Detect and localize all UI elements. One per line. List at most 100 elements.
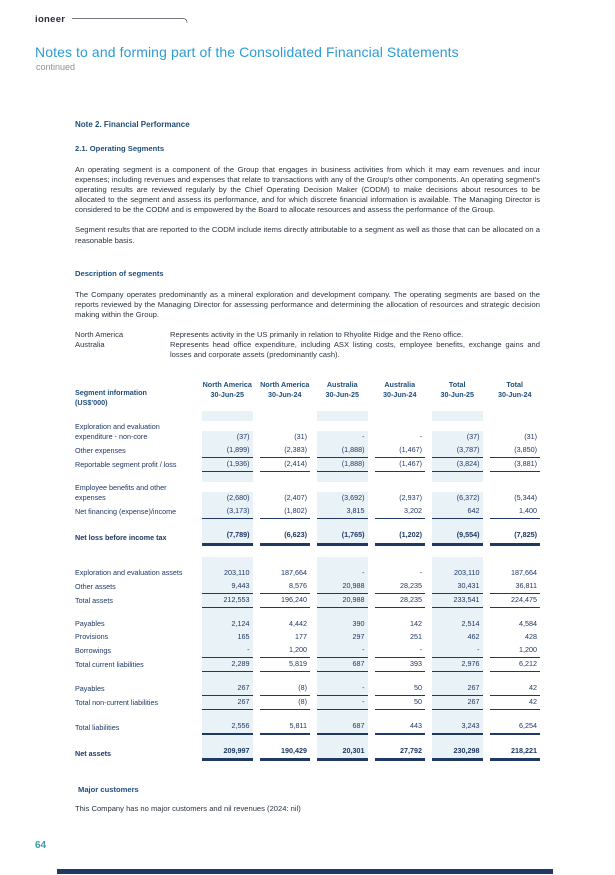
row-value: (31) — [524, 432, 537, 442]
row-value: 190,429 — [259, 745, 310, 762]
row-value — [317, 519, 368, 530]
row-label: Net loss before income tax — [75, 533, 167, 543]
page-title: Notes to and forming part of the Consoli… — [35, 44, 459, 60]
row-value: 267 — [432, 682, 483, 697]
row-value: - — [317, 431, 368, 445]
row-value — [317, 410, 368, 421]
row-value: (2,680) — [202, 492, 253, 506]
row-value: (2,937) — [399, 493, 422, 503]
row-label: Total current liabilities — [75, 660, 144, 670]
row-value: (6,372) — [432, 492, 483, 506]
row-value: 218,221 — [489, 745, 540, 762]
row-label: Total liabilities — [75, 723, 120, 733]
row-value: (9,554) — [432, 529, 483, 546]
header: ioneer — [35, 14, 189, 25]
row-value — [260, 710, 311, 720]
row-value — [375, 710, 426, 720]
table-row: Total current liabilities 2,289 5,819 687 39… — [75, 658, 540, 673]
table-spacer-row — [75, 710, 540, 721]
row-value — [432, 410, 483, 421]
row-value: 20,301 — [317, 745, 368, 762]
row-value: 3,243 — [432, 720, 483, 736]
row-value — [490, 519, 541, 529]
row-value — [490, 557, 541, 567]
table-spacer-row — [75, 556, 541, 567]
row-value — [375, 608, 426, 618]
section-heading-operating-segments: 2.1. Operating Segments — [75, 144, 165, 153]
row-label: Exploration and evaluation assets — [75, 567, 183, 577]
row-value: 251 — [410, 631, 422, 641]
row-value — [317, 735, 368, 746]
row-value: - — [202, 643, 253, 659]
row-value — [317, 672, 368, 683]
row-value — [260, 672, 311, 682]
row-value: 230,298 — [432, 745, 483, 762]
table-spacer-row — [75, 519, 541, 530]
table-row: Net assets 209,997 190,429 20,301 27,792 230,… — [75, 745, 540, 762]
row-value: 28,235 — [374, 594, 425, 608]
row-value — [260, 735, 311, 745]
row-value: (3,173) — [202, 505, 253, 520]
table-row: Total liabilities 2,556 5,811 687 443 3,243 6,… — [75, 720, 540, 736]
row-value — [202, 472, 253, 483]
row-value: 687 — [317, 720, 368, 736]
row-value: 212,553 — [202, 593, 253, 608]
row-label — [75, 710, 195, 720]
row-label: Reportable segment profit / loss — [75, 460, 177, 470]
row-value: (3,824) — [432, 458, 483, 473]
segment-information-table: Segment information (US$'000) North Amer… — [75, 380, 541, 762]
row-value: 30,431 — [432, 579, 483, 594]
row-value: (1,888) — [317, 444, 368, 459]
row-value: 393 — [374, 658, 425, 673]
row-value: (7,825) — [489, 529, 540, 546]
row-value: 203,110 — [202, 566, 253, 580]
row-value — [432, 735, 483, 746]
row-value: - — [374, 644, 425, 659]
row-label: Other expenses — [75, 446, 126, 456]
row-value: 9,443 — [202, 579, 253, 594]
row-value — [260, 557, 311, 567]
row-value: (37) — [432, 431, 483, 445]
row-value: (2,407) — [284, 493, 307, 503]
row-value: 42 — [489, 696, 540, 711]
row-label: Exploration and evaluation expenditure -… — [75, 421, 160, 442]
row-value — [202, 410, 253, 421]
row-value — [432, 710, 483, 721]
table-row: Payables 2,124 4,442 390 142 2,514 4,584 — [75, 617, 540, 631]
table-row: Borrowings -1,200- - -1,200 — [75, 643, 540, 659]
row-value: 2,289 — [202, 658, 253, 673]
row-value — [202, 735, 253, 746]
row-value: 20,988 — [317, 579, 368, 594]
row-value — [202, 519, 253, 530]
row-value: 1,400 — [489, 505, 540, 520]
row-value: 297 — [317, 630, 368, 644]
row-value: (31) — [294, 432, 307, 442]
row-value: 5,819 — [259, 658, 310, 673]
table-row: Provisions 165 177 297 251 462 428 — [75, 630, 540, 644]
row-value: 42 — [489, 682, 540, 697]
row-value — [375, 472, 426, 482]
column-header: North America 30-Jun-24 — [260, 380, 310, 399]
row-value — [375, 672, 426, 682]
row-value — [375, 519, 426, 529]
row-value: - — [317, 696, 368, 711]
row-value — [260, 472, 311, 482]
row-value: - — [419, 567, 422, 577]
row-value — [375, 735, 426, 745]
row-label: Total non-current liabilities — [75, 698, 159, 708]
row-value: 50 — [374, 696, 425, 711]
table-row: Total assets 212,553 196,240 20,988 28,235 23… — [75, 593, 540, 608]
row-value: 5,811 — [259, 720, 310, 736]
table-label-header-line2: (US$'000) — [75, 397, 108, 407]
row-value: 3,202 — [374, 505, 425, 520]
segment-description: Represents head office expenditure, incl… — [170, 340, 540, 360]
row-value: (6,623) — [259, 529, 310, 546]
row-value: - — [432, 643, 483, 659]
row-label — [75, 519, 195, 529]
row-label: Other assets — [75, 581, 116, 591]
row-value — [202, 607, 253, 618]
row-value — [432, 472, 483, 483]
row-value: 267 — [202, 696, 253, 711]
logo-line-decoration — [72, 17, 188, 23]
